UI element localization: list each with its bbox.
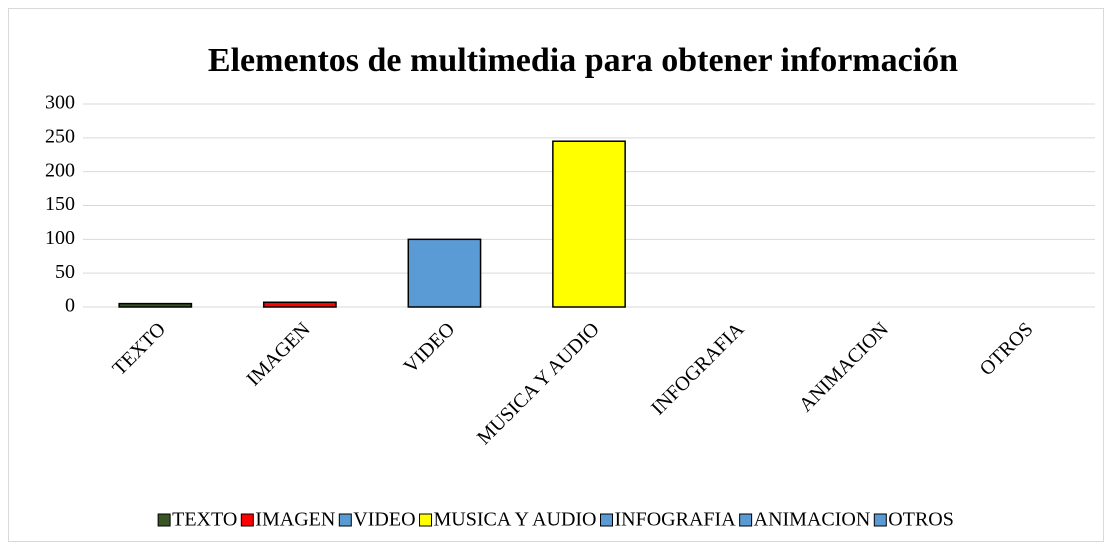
bar	[407, 238, 482, 308]
legend-label: VIDEO	[353, 509, 415, 531]
bar	[262, 301, 337, 308]
y-tick-label: 50	[55, 261, 75, 283]
y-tick-label: 250	[45, 125, 75, 147]
legend-label: ANIMACION	[754, 509, 871, 531]
legend-swatch	[419, 513, 433, 527]
legend-label: MUSICA Y AUDIO	[434, 509, 597, 531]
y-tick-label: 0	[65, 295, 75, 317]
legend-label: IMAGEN	[255, 509, 335, 531]
bar	[552, 140, 626, 308]
legend: TEXTO IMAGEN VIDEO MUSICA Y AUDIO INFOGRAFIA…	[157, 509, 954, 531]
legend-label: OTROS	[888, 509, 954, 531]
legend-label: INFOGRAFIA	[615, 509, 737, 531]
y-tick-label: 200	[45, 159, 75, 181]
y-tick-label: 100	[45, 227, 75, 249]
legend-swatch	[157, 513, 171, 527]
legend-swatch	[338, 513, 352, 527]
chart-title: Elementos de multimedia para obtener inf…	[208, 42, 958, 79]
y-tick-label: 150	[45, 193, 75, 215]
legend-label: TEXTO	[172, 509, 237, 531]
legend-swatch	[873, 513, 887, 527]
legend-swatch	[739, 513, 753, 527]
legend-swatch	[600, 513, 614, 527]
y-tick-label: 300	[45, 92, 75, 114]
bar	[118, 302, 193, 308]
legend-swatch	[240, 513, 254, 527]
